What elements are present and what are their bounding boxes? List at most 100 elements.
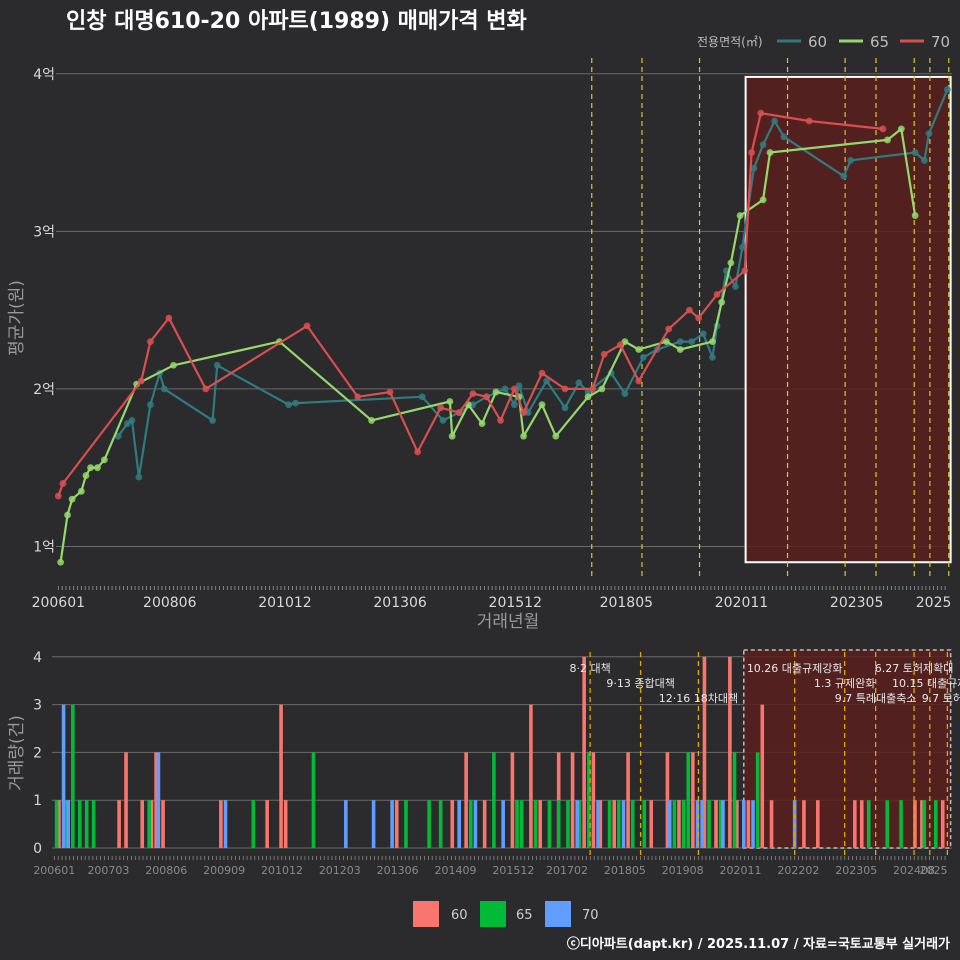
main-point-60	[738, 243, 746, 251]
main-point-70	[748, 149, 756, 156]
bar-70	[501, 800, 505, 848]
bar-x-tick-label: 202202	[777, 864, 819, 877]
main-point-65	[368, 417, 375, 424]
bar-65	[54, 800, 59, 848]
bar-60	[117, 800, 121, 848]
main-point-60	[639, 353, 647, 361]
bottom-legend-label-65: 65	[516, 908, 533, 923]
main-point-60	[510, 401, 518, 409]
main-point-60	[543, 377, 551, 385]
bar-policy-label: 9·13 종합대책	[606, 677, 674, 690]
bottom-legend-label-60: 60	[451, 908, 468, 923]
main-point-65	[64, 511, 71, 519]
main-point-70	[589, 385, 597, 393]
main-point-70	[483, 393, 491, 401]
bar-60	[394, 800, 399, 848]
bar-65	[566, 800, 570, 848]
bar-65	[681, 800, 686, 848]
main-point-70	[354, 393, 362, 401]
main-point-60	[943, 86, 951, 93]
main-point-65	[538, 401, 546, 409]
bar-65	[672, 800, 677, 848]
bar-65	[934, 800, 938, 848]
main-point-65	[709, 338, 716, 346]
main-y-tick-label: 3억	[33, 224, 55, 240]
main-point-60	[209, 417, 217, 424]
bar-60	[714, 800, 718, 848]
bar-policy-label: 12·16 18차대책	[659, 692, 738, 705]
bar-65	[533, 800, 538, 848]
footer-credit: ⓒ디아파트(dapt.kr) / 2025.11.07 / 자료=국토교통부 실…	[567, 936, 950, 952]
bar-70	[575, 800, 579, 848]
main-point-65	[478, 420, 486, 427]
bar-60	[728, 656, 732, 848]
bar-60	[802, 800, 806, 848]
bar-65	[438, 800, 443, 848]
main-x-tick-label: 201306	[373, 595, 427, 611]
bar-65	[732, 752, 737, 848]
bar-60	[510, 752, 515, 848]
bar-60	[702, 656, 707, 848]
bar-70	[741, 800, 746, 848]
bar-policy-label: 9.7 토허제	[922, 692, 960, 705]
bar-60	[538, 800, 542, 848]
main-point-65	[884, 136, 891, 144]
bar-60	[265, 800, 269, 848]
main-point-65	[897, 125, 905, 133]
bar-70	[667, 800, 672, 848]
legend-label-60: 60	[808, 33, 827, 51]
bar-bars	[54, 656, 945, 848]
main-point-70	[202, 385, 210, 393]
main-x-ticks: 200601 200806 201012 201306 201512 201805 2020…	[32, 586, 952, 611]
main-point-70	[165, 314, 173, 322]
main-y-axis-label: 평균가(원)	[7, 280, 27, 356]
bar-y-axis-label: 거래량(건)	[7, 715, 27, 791]
main-x-tick-label: 200601	[32, 595, 85, 611]
bar-x-tick-label: 202408	[893, 864, 935, 877]
bar-x-tick-label: 202011	[720, 864, 762, 877]
bottom-legend-swatch-60	[413, 901, 439, 927]
main-point-60	[847, 157, 855, 164]
bar-x-tick-label: 201512	[492, 864, 534, 877]
bar-60	[649, 800, 654, 848]
main-point-60	[292, 399, 299, 407]
bar-60	[677, 800, 681, 848]
bar-70	[596, 800, 600, 848]
bar-60	[529, 704, 533, 848]
bar-60	[665, 752, 670, 848]
main-point-60	[135, 473, 143, 481]
bar-65	[547, 800, 552, 848]
main-point-70	[510, 385, 518, 393]
bar-65	[77, 800, 82, 848]
main-point-65	[584, 393, 592, 401]
bar-65	[607, 800, 612, 848]
bar-60	[582, 656, 586, 848]
bar-60	[464, 752, 468, 848]
bar-65	[718, 800, 723, 848]
main-point-60	[771, 117, 779, 125]
main-x-tick-label: 201805	[600, 595, 653, 611]
bar-policy-labels: 8·2 대책 9·13 종합대책 12·16 18차대책 10.26 대출규제강화 1.…	[570, 662, 960, 705]
bar-60	[760, 704, 765, 848]
bar-y-ticks: 0 1 2 3 4	[33, 650, 42, 857]
bar-65	[492, 752, 496, 848]
main-point-65	[552, 432, 560, 440]
main-point-70	[59, 480, 67, 487]
main-point-70	[147, 338, 154, 346]
main-point-65	[598, 385, 606, 393]
bar-x-tick-label: 201306	[377, 864, 419, 877]
bar-60	[154, 752, 158, 848]
main-point-70	[561, 385, 569, 393]
bar-x-tick-label: 200703	[87, 864, 129, 877]
bar-policy-label: 6.27 토허제확대	[875, 662, 954, 675]
main-point-60	[128, 417, 136, 424]
main-point-60	[114, 432, 122, 440]
bar-70	[700, 800, 704, 848]
main-point-65	[446, 398, 454, 405]
main-point-60	[911, 149, 919, 156]
main-series-line-70	[57, 112, 884, 497]
main-point-70	[713, 290, 721, 298]
main-x-tick-label: 2025	[916, 595, 952, 611]
bar-60	[769, 800, 774, 848]
